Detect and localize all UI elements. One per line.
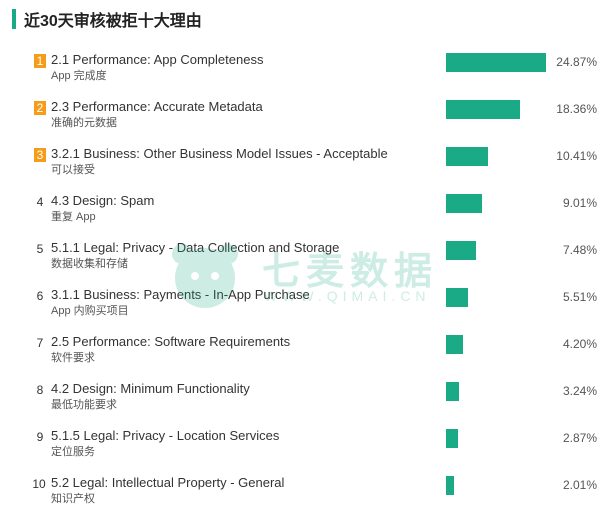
value-label: 7.48% bbox=[562, 243, 597, 257]
header-accent-bar bbox=[12, 9, 16, 29]
list-item: 2 2.3 Performance: Accurate Metadata 准确的元数… bbox=[0, 99, 611, 147]
rank-number: 5 bbox=[36, 242, 44, 256]
bar bbox=[446, 382, 459, 401]
rank-number: 10 bbox=[32, 477, 46, 491]
bar bbox=[446, 241, 476, 260]
reason-label: 3.2.1 Business: Other Business Model Iss… bbox=[51, 146, 388, 161]
bar bbox=[446, 476, 454, 495]
reason-sublabel: 准确的元数据 bbox=[51, 117, 117, 129]
rank-badge: 2 bbox=[34, 101, 46, 115]
reason-sublabel: 知识产权 bbox=[51, 493, 95, 505]
value-label: 3.24% bbox=[562, 384, 597, 398]
value-label: 2.87% bbox=[562, 431, 597, 445]
value-label: 24.87% bbox=[556, 55, 597, 69]
bar bbox=[446, 100, 520, 119]
reason-label: 4.3 Design: Spam bbox=[51, 193, 155, 208]
value-label: 5.51% bbox=[562, 290, 597, 304]
rank-number: 9 bbox=[36, 430, 44, 444]
reason-sublabel: 重复 App bbox=[51, 211, 96, 223]
reason-sublabel: 可以接受 bbox=[51, 164, 95, 176]
bar bbox=[446, 288, 468, 307]
chart-header: 近30天审核被拒十大理由 bbox=[12, 8, 202, 30]
rank-number: 7 bbox=[36, 336, 44, 350]
value-label: 2.01% bbox=[562, 478, 597, 492]
reason-sublabel: 最低功能要求 bbox=[51, 399, 117, 411]
reason-label: 2.3 Performance: Accurate Metadata bbox=[51, 99, 263, 114]
rank-number: 6 bbox=[36, 289, 44, 303]
bar bbox=[446, 53, 546, 72]
value-label: 4.20% bbox=[562, 337, 597, 351]
list-item: 5 5.1.1 Legal: Privacy - Data Collection … bbox=[0, 240, 611, 288]
list-item: 8 4.2 Design: Minimum Functionality 最低功能要求… bbox=[0, 381, 611, 429]
list-item: 10 5.2 Legal: Intellectual Property - Gen… bbox=[0, 475, 611, 523]
rank-badge: 1 bbox=[34, 54, 46, 68]
value-label: 18.36% bbox=[556, 102, 597, 116]
reason-label: 2.1 Performance: App Completeness bbox=[51, 52, 264, 67]
reason-label: 4.2 Design: Minimum Functionality bbox=[51, 381, 250, 396]
reason-sublabel: App 完成度 bbox=[51, 70, 107, 82]
reason-sublabel: App 内购买项目 bbox=[51, 305, 129, 317]
reason-label: 5.1.1 Legal: Privacy - Data Collection a… bbox=[51, 240, 340, 255]
reason-sublabel: 软件要求 bbox=[51, 352, 95, 364]
page-title: 近30天审核被拒十大理由 bbox=[24, 13, 202, 30]
list-item: 9 5.1.5 Legal: Privacy - Location Service… bbox=[0, 428, 611, 476]
reason-label: 5.1.5 Legal: Privacy - Location Services bbox=[51, 428, 280, 443]
bar bbox=[446, 429, 458, 448]
value-label: 10.41% bbox=[556, 149, 597, 163]
bar bbox=[446, 335, 463, 354]
bar bbox=[446, 147, 488, 166]
reason-label: 3.1.1 Business: Payments - In-App Purcha… bbox=[51, 287, 310, 302]
reason-label: 2.5 Performance: Software Requirements bbox=[51, 334, 291, 349]
rank-number: 4 bbox=[36, 195, 44, 209]
rank-number: 8 bbox=[36, 383, 44, 397]
list-item: 4 4.3 Design: Spam 重复 App 9.01% bbox=[0, 193, 611, 241]
reason-sublabel: 数据收集和存储 bbox=[51, 258, 128, 270]
list-item: 6 3.1.1 Business: Payments - In-App Purch… bbox=[0, 287, 611, 335]
reason-sublabel: 定位服务 bbox=[51, 446, 95, 458]
bar bbox=[446, 194, 482, 213]
list-item: 1 2.1 Performance: App Completeness App 完成… bbox=[0, 52, 611, 100]
list-item: 3 3.2.1 Business: Other Business Model Is… bbox=[0, 146, 611, 194]
list-item: 7 2.5 Performance: Software Requirements 软… bbox=[0, 334, 611, 382]
rank-badge: 3 bbox=[34, 148, 46, 162]
reason-label: 5.2 Legal: Intellectual Property - Gener… bbox=[51, 475, 285, 490]
value-label: 9.01% bbox=[562, 196, 597, 210]
